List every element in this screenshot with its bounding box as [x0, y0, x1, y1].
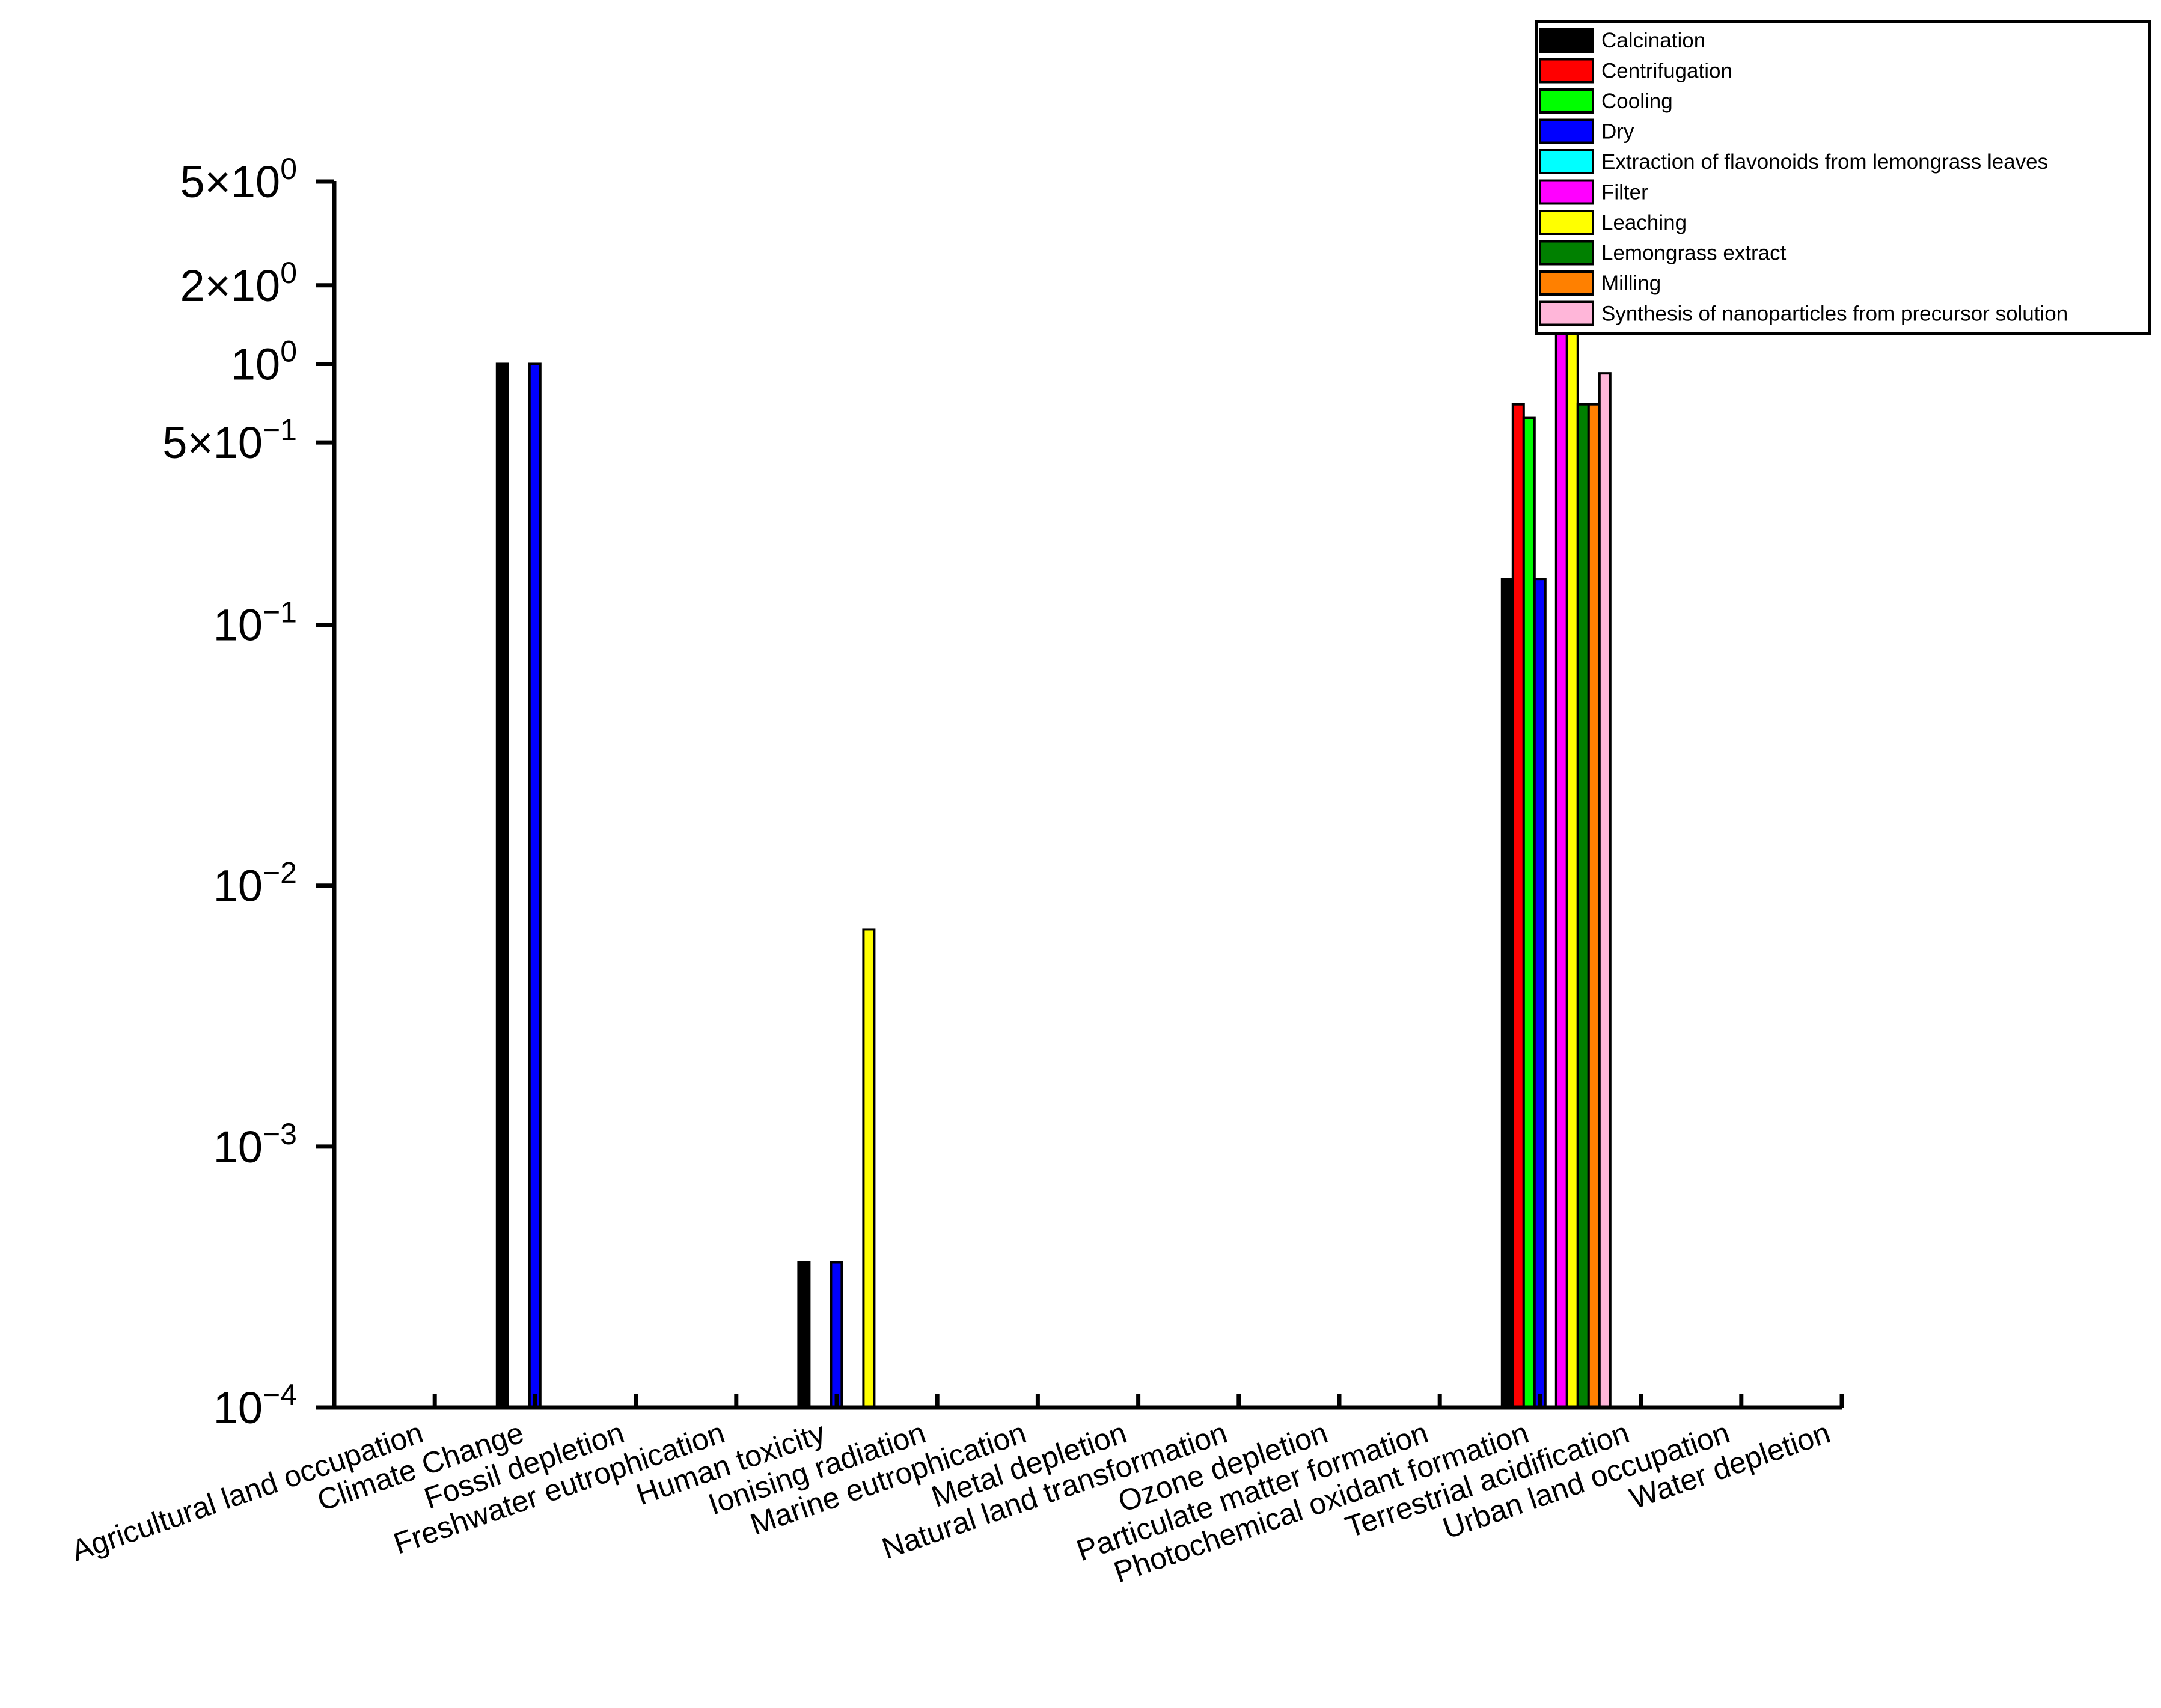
bar: [1500, 578, 1514, 1409]
bar: [528, 362, 542, 1409]
legend-swatch: [1539, 28, 1594, 53]
y-tick-label-base: 10: [231, 339, 280, 389]
bar: [1511, 403, 1525, 1409]
bar: [1576, 403, 1590, 1409]
bar: [1533, 578, 1547, 1409]
legend-label: Filter: [1601, 181, 1648, 204]
legend-label: Leaching: [1601, 211, 1687, 234]
y-tick-label-exponent: −4: [263, 1378, 297, 1412]
bar: [797, 1261, 811, 1409]
legend-swatch: [1539, 270, 1594, 296]
bars-layer: [495, 238, 1612, 1409]
legend-swatch: [1539, 300, 1594, 326]
y-tick-label: 10−1: [213, 596, 297, 650]
bar: [495, 362, 509, 1409]
y-tick-label: 5×100: [180, 152, 298, 207]
legend-swatch: [1539, 210, 1594, 235]
y-tick-label-exponent: −1: [263, 413, 297, 447]
y-tick-label: 10−3: [213, 1117, 297, 1172]
y-tick-label-base: 5×10: [180, 157, 281, 207]
bar: [830, 1261, 843, 1409]
bar: [1587, 403, 1601, 1409]
y-tick-label-exponent: 0: [280, 334, 297, 368]
legend-label: Dry: [1601, 120, 1634, 144]
bar: [1598, 372, 1612, 1409]
y-tick-label-exponent: 0: [280, 256, 297, 290]
legend-label: Calcination: [1601, 29, 1705, 52]
y-tick-label-exponent: −1: [263, 596, 297, 629]
bar: [1522, 416, 1536, 1409]
bar: [1565, 238, 1579, 1409]
y-tick-label-exponent: 0: [280, 152, 297, 186]
legend-swatch: [1539, 118, 1594, 144]
legend: Calcination Centrifugation Cooling Dry Extra…: [1535, 20, 2151, 335]
legend-swatch: [1539, 179, 1594, 205]
legend-label: Centrifugation: [1601, 59, 1732, 83]
legend-label: Cooling: [1601, 90, 1673, 113]
legend-label: Lemongrass extract: [1601, 242, 1787, 265]
y-tick-label-base: 10: [213, 1122, 263, 1172]
legend-swatch: [1539, 58, 1594, 84]
legend-label: Milling: [1601, 272, 1661, 295]
y-tick-label-base: 10: [213, 1383, 263, 1433]
axes-layer: [332, 181, 1842, 1410]
bar: [1554, 238, 1568, 1409]
legend-swatch: [1539, 240, 1594, 266]
y-tick-label-base: 5×10: [162, 418, 263, 468]
y-tick-label-base: 2×10: [180, 261, 281, 311]
y-tick-label: 100: [231, 334, 297, 389]
y-tick-label-exponent: −2: [263, 856, 297, 890]
legend-box: [1535, 20, 2151, 335]
y-tick-label-base: 10: [213, 861, 263, 911]
legend-swatch: [1539, 88, 1594, 114]
legend-label: Extraction of flavonoids from lemongrass…: [1601, 150, 2048, 174]
legend-swatch: [1539, 149, 1594, 174]
bar: [862, 928, 876, 1409]
y-tick-label: 10−2: [213, 856, 297, 911]
legend-label: Synthesis of nanoparticles from precurso…: [1601, 302, 2068, 326]
y-tick-label: 10−4: [213, 1378, 297, 1433]
y-tick-label: 5×10−1: [162, 413, 297, 468]
y-tick-label: 2×100: [180, 256, 298, 311]
y-tick-label-exponent: −3: [263, 1117, 297, 1151]
y-tick-label-base: 10: [213, 600, 263, 650]
